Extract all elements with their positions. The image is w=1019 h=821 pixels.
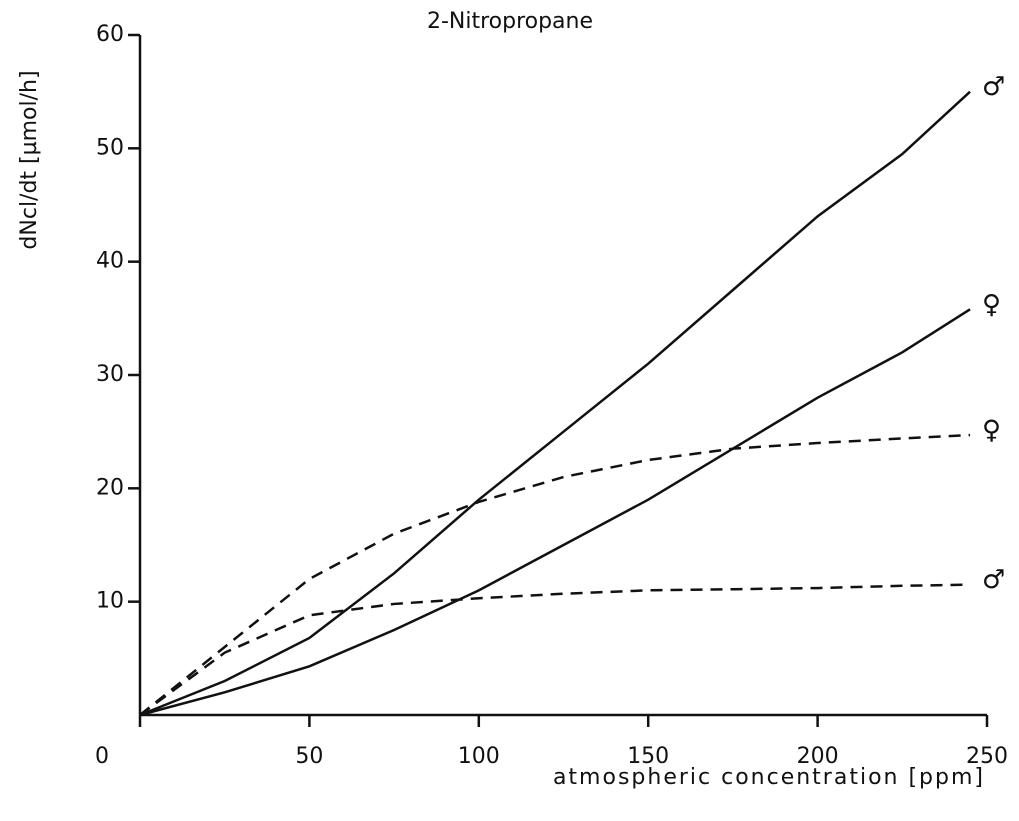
x-tick-label: 50	[295, 744, 323, 769]
y-tick-label: 40	[96, 249, 124, 274]
series-label: ♂	[982, 72, 1005, 102]
x-tick-label: 100	[458, 744, 500, 769]
series-line	[139, 308, 971, 717]
series-line	[139, 90, 971, 717]
y-axis-label: dNcl/dt [µmol/h]	[17, 70, 42, 249]
x-tick-label: 0	[95, 744, 109, 769]
y-tick-label: 30	[96, 362, 124, 387]
x-tick-label: 250	[966, 744, 1008, 769]
series-line	[139, 583, 971, 717]
chart-title: 2-Nitropropane	[427, 9, 593, 34]
y-tick-label: 60	[96, 22, 124, 47]
y-tick-label: 20	[96, 475, 124, 500]
x-axis-label: atmospheric concentration [ppm]	[553, 765, 985, 790]
y-tick-label: 50	[96, 135, 124, 160]
series-label: ♀	[982, 416, 1001, 446]
y-tick-label: 10	[96, 589, 124, 614]
x-tick-label: 150	[627, 744, 669, 769]
x-tick-label: 200	[797, 744, 839, 769]
series-label: ♀	[982, 290, 1001, 320]
series-line	[139, 433, 971, 716]
series-label: ♂	[982, 565, 1005, 595]
